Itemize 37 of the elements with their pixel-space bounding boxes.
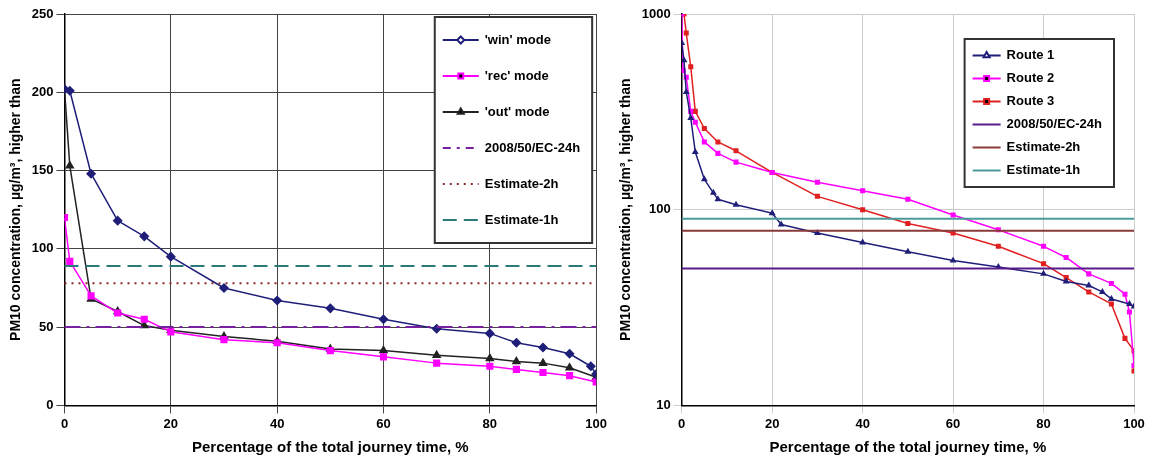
legend-label: Estimate-1h (1006, 162, 1081, 178)
legend-label: 'out' mode (484, 103, 550, 119)
legend-label: Estimate-2h (1006, 139, 1081, 155)
y-tick-label: 250 (31, 5, 54, 21)
y-tick-label: 50 (39, 318, 54, 334)
x-tick-label: 60 (376, 415, 391, 431)
x-tick-label: 60 (945, 415, 961, 431)
y-tick-label: 200 (31, 83, 54, 99)
x-tick-label: 0 (678, 415, 686, 431)
legend-label: Route 1 (1006, 47, 1055, 63)
y-axis-title: PM10 concentration, µg/m³, higher than (7, 78, 24, 341)
x-tick-label: 100 (1123, 415, 1145, 431)
legend-label: 2008/50/EC-24h (1006, 116, 1103, 132)
x-tick-label: 100 (585, 415, 608, 431)
x-tick-label: 80 (1036, 415, 1051, 431)
x-tick-label: 20 (163, 415, 179, 431)
y-tick-label: 100 (649, 201, 671, 217)
x-tick-label: 80 (482, 415, 498, 431)
y-tick-label: 10 (656, 396, 671, 412)
legend-label: Estimate-2h (484, 175, 559, 191)
y-tick-label: 0 (46, 396, 54, 412)
legend-label: Route 2 (1006, 70, 1055, 86)
x-tick-label: 20 (764, 415, 780, 431)
legend-label: 'win' mode (484, 31, 551, 47)
y-tick-label: 100 (31, 240, 54, 256)
y-axis-title: PM10 concentration, µg/m³, higher than (617, 78, 634, 341)
x-axis-title: Percentage of the total journey time, % (191, 438, 469, 456)
legend-label: Estimate-1h (484, 211, 559, 227)
y-tick-label: 150 (31, 162, 54, 178)
x-tick-label: 40 (269, 415, 285, 431)
y-tick-label: 1000 (641, 5, 671, 21)
x-tick-label: 40 (855, 415, 870, 431)
legend-label: Route 3 (1006, 93, 1055, 109)
legend-label: 'rec' mode (484, 67, 549, 83)
legend-label: 2008/50/EC-24h (484, 139, 581, 155)
x-tick-label: 0 (60, 415, 69, 431)
x-axis-title: Percentage of the total journey time, % (769, 438, 1047, 456)
